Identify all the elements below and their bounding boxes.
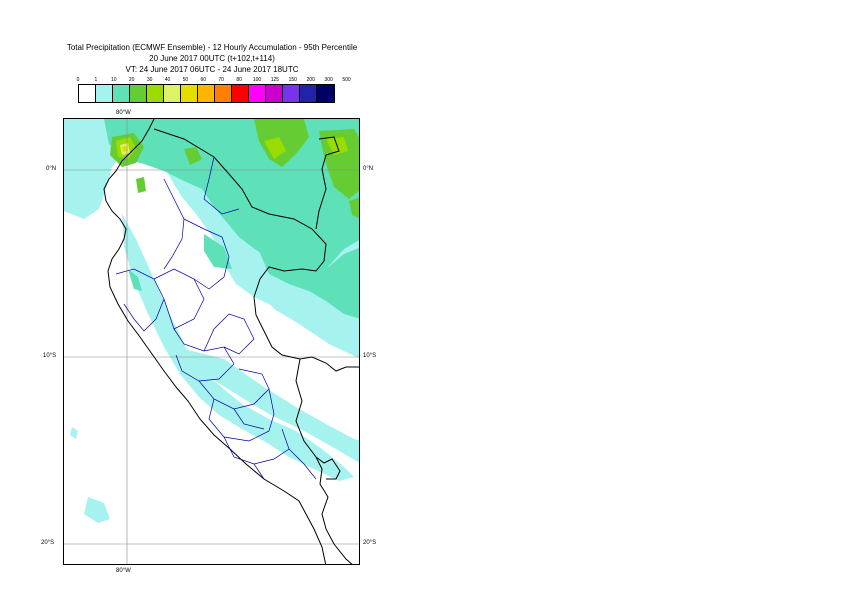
lat-label-0-left: 0°N [46,166,57,172]
precip-50-60mm [122,146,127,152]
legend-tick-label: 40 [164,77,171,83]
legend-swatch [249,85,266,102]
legend-tick-label: 300 [324,77,333,83]
legend-tick-label: 10 [111,77,117,83]
legend-tick-label: 60 [200,77,207,83]
legend-swatch [113,85,130,102]
legend-swatch [96,85,113,102]
legend-swatch [283,85,300,102]
precipitation-map [63,118,360,565]
country-borders [103,119,359,564]
legend-tick-label: 125 [270,77,280,83]
legend-tick-label: 200 [306,77,315,83]
legend-swatch [198,85,215,102]
legend-tick-label: 70 [218,77,224,83]
legend-swatch [266,85,283,102]
legend-tick-labels: 0 1 10 20 30 40 50 60 70 80 100 125 150 200 300 500 [0,76,842,84]
legend-swatch [79,85,96,102]
department-borders [115,156,317,480]
lon-label-bottom: 80°W [116,568,131,574]
map-valid-time: VT: 24 June 2017 06UTC - 24 June 2017 18… [125,65,299,74]
legend-tick-label: 1 [94,77,98,83]
lat-label-0-right: 0°N [363,166,374,172]
lon-label-top: 80°W [116,110,131,116]
lat-label-20-right: 20°S [363,540,377,546]
legend-swatch [300,85,317,102]
legend-tick-label: 0 [76,77,80,83]
legend-swatch [232,85,249,102]
legend-swatch [147,85,164,102]
lat-label-10-left: 10°S [43,353,57,359]
legend-tick-label: 30 [146,77,153,83]
legend-swatch [317,85,334,102]
legend-swatch [164,85,181,102]
lat-label-20-left: 20°S [41,540,55,546]
legend-swatch [130,85,147,102]
map-run-time: 20 June 2017 00UTC (t+102,t+114) [149,54,275,63]
legend-tick-label: 80 [236,77,242,83]
legend-tick-label: 50 [182,77,189,83]
legend-tick-label: 20 [128,77,135,83]
legend-tick-label: 500 [342,77,351,83]
legend-tick-label: 100 [252,77,262,83]
legend-swatch [215,85,232,102]
legend-tick-label: 150 [288,77,297,83]
precip-10-20mm [104,119,359,319]
legend-swatch [181,85,198,102]
color-legend [78,84,335,103]
map-title: Total Precipitation (ECMWF Ensemble) - 1… [66,43,358,52]
lat-label-10-right: 10°S [363,353,377,359]
